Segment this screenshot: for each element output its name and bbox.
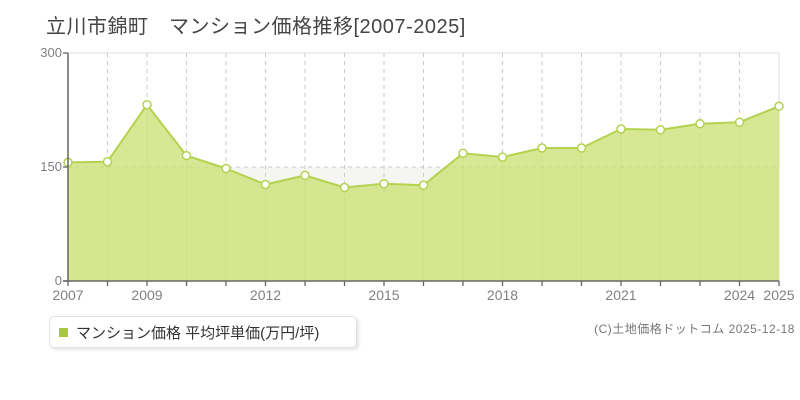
legend: マンション価格 平均坪単価(万円/坪) [49,316,357,348]
y-axis-tick-label: 150 [40,159,62,174]
chart-title: 立川市錦町 マンション価格推移[2007-2025] [46,16,466,38]
x-axis-tick-label: 2021 [605,287,637,303]
x-axis-tick-label: 2018 [486,287,519,303]
legend-series-swatch [59,327,68,337]
data-point [102,156,113,167]
data-point [576,143,587,153]
data-point [695,118,705,129]
data-point [300,170,310,181]
data-point [221,163,231,174]
data-point [734,117,745,127]
x-axis-tick-label: 2007 [52,287,84,303]
data-point [418,180,429,190]
legend-series-label: マンション価格 平均坪単価(万円/坪) [76,324,320,342]
data-point [655,125,666,135]
data-point [458,148,468,159]
data-point [616,124,626,134]
x-axis-tick-label: 2009 [131,287,163,303]
x-axis-tick-label: 2025 [763,287,795,303]
data-point [181,150,192,161]
data-point [774,101,784,111]
x-axis-tick-label: 2015 [368,287,400,303]
data-point [537,143,547,153]
y-axis-tick-label: 300 [40,45,62,60]
data-point [497,152,508,162]
copyright-text: (C)土地価格ドットコム 2025-12-18 [594,322,795,336]
data-point [379,178,389,189]
data-point [260,179,271,190]
y-axis-tick-label: 0 [54,273,62,288]
data-point [339,182,350,193]
series-area [68,104,779,281]
data-point [142,99,152,110]
x-axis-tick-label: 2012 [249,287,282,303]
x-axis-tick-label: 2024 [723,287,756,303]
